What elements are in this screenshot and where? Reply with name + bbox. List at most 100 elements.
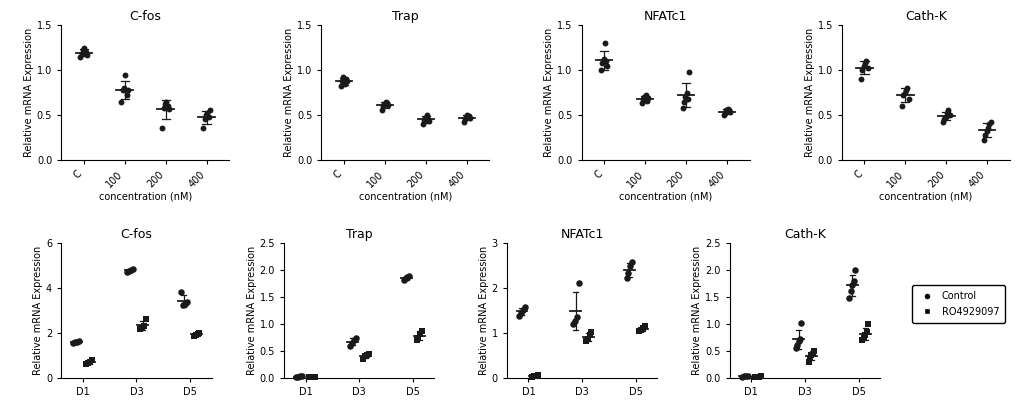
- Point: [791, 336, 807, 343]
- Title: Trap: Trap: [345, 228, 372, 241]
- Point: [289, 373, 306, 380]
- Point: [599, 62, 615, 69]
- Point: [373, 107, 389, 114]
- Point: [746, 374, 762, 381]
- Point: [178, 299, 195, 305]
- Y-axis label: Relative mRNA Expression: Relative mRNA Expression: [478, 246, 488, 375]
- Point: [199, 110, 215, 116]
- Point: [750, 373, 766, 380]
- Point: [859, 65, 875, 72]
- Point: [527, 373, 543, 379]
- Point: [855, 62, 871, 69]
- Point: [341, 342, 358, 349]
- Point: [803, 352, 819, 359]
- Point: [676, 98, 692, 105]
- X-axis label: concentration (nM): concentration (nM): [878, 192, 971, 202]
- Point: [454, 119, 471, 126]
- Point: [677, 94, 693, 100]
- Point: [118, 92, 135, 99]
- Point: [124, 265, 141, 272]
- Point: [73, 50, 90, 57]
- Point: [859, 321, 875, 328]
- Point: [841, 295, 857, 302]
- Point: [721, 109, 738, 116]
- Point: [198, 112, 214, 118]
- Point: [524, 373, 540, 380]
- Point: [681, 68, 697, 75]
- Point: [595, 56, 611, 63]
- Point: [633, 100, 649, 107]
- Title: Trap: Trap: [391, 10, 418, 23]
- Point: [136, 323, 152, 329]
- Point: [131, 326, 148, 333]
- Point: [566, 317, 582, 324]
- Point: [418, 112, 434, 118]
- Point: [787, 345, 803, 352]
- X-axis label: concentration (nM): concentration (nM): [359, 192, 451, 202]
- Point: [374, 102, 390, 109]
- Point: [975, 137, 991, 144]
- Y-axis label: Relative mRNA Expression: Relative mRNA Expression: [544, 28, 554, 157]
- Point: [74, 47, 91, 54]
- Point: [844, 282, 860, 289]
- Point: [593, 60, 609, 66]
- Point: [852, 76, 868, 82]
- Title: NFATc1: NFATc1: [559, 228, 603, 241]
- Point: [893, 102, 909, 109]
- Point: [421, 118, 437, 125]
- Point: [291, 373, 308, 380]
- Point: [858, 329, 874, 336]
- Point: [631, 328, 647, 334]
- Point: [187, 331, 204, 338]
- Point: [790, 338, 806, 345]
- Title: Cath-K: Cath-K: [784, 228, 825, 241]
- Point: [343, 340, 360, 346]
- Point: [748, 373, 764, 380]
- Point: [417, 114, 433, 121]
- Point: [620, 269, 636, 276]
- Point: [511, 313, 527, 320]
- Point: [332, 83, 348, 89]
- Point: [114, 87, 130, 93]
- Point: [337, 76, 354, 82]
- Point: [529, 372, 545, 379]
- Point: [338, 78, 355, 84]
- Point: [801, 354, 817, 361]
- Point: [360, 350, 376, 357]
- Point: [981, 119, 998, 126]
- Point: [597, 58, 613, 64]
- Point: [897, 87, 913, 93]
- Point: [937, 110, 954, 116]
- Point: [301, 374, 317, 381]
- Point: [200, 113, 216, 120]
- Point: [195, 125, 211, 132]
- Point: [976, 131, 993, 138]
- Point: [800, 359, 816, 365]
- Point: [462, 114, 478, 121]
- Point: [517, 304, 533, 310]
- Point: [515, 307, 531, 313]
- Point: [941, 112, 957, 118]
- Point: [804, 350, 820, 357]
- Point: [357, 353, 373, 360]
- Point: [138, 315, 154, 322]
- Point: [416, 117, 432, 124]
- Point: [793, 320, 809, 326]
- Point: [525, 373, 541, 380]
- Y-axis label: Relative mRNA Expression: Relative mRNA Expression: [33, 246, 43, 375]
- Point: [69, 338, 86, 345]
- Point: [752, 373, 768, 380]
- Point: [117, 71, 133, 78]
- Point: [674, 105, 690, 111]
- Point: [459, 112, 475, 118]
- Point: [305, 373, 321, 380]
- Point: [77, 49, 94, 55]
- Point: [720, 106, 737, 113]
- Point: [412, 331, 428, 337]
- Point: [513, 310, 529, 316]
- Point: [788, 341, 804, 348]
- Point: [895, 92, 911, 99]
- Point: [853, 337, 869, 344]
- Y-axis label: Relative mRNA Expression: Relative mRNA Expression: [804, 28, 814, 157]
- Point: [855, 334, 871, 341]
